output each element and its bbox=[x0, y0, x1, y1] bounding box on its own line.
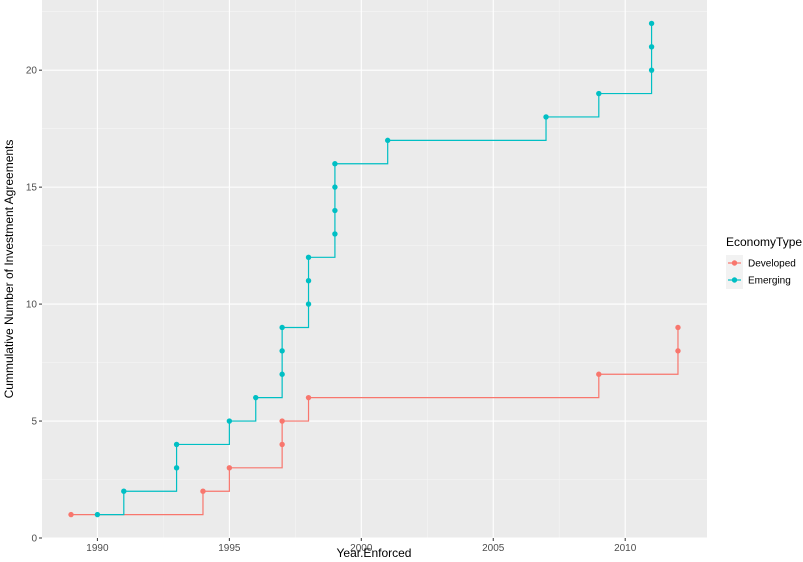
data-point-developed bbox=[305, 394, 312, 401]
data-point-emerging bbox=[305, 301, 312, 307]
data-point-emerging bbox=[305, 277, 312, 284]
data-point-emerging bbox=[648, 67, 655, 73]
legend-label-developed: Developed bbox=[748, 259, 796, 270]
data-point-developed bbox=[596, 371, 602, 377]
x-axis: 1990 1995 2000 2005 2010 bbox=[86, 538, 637, 554]
data-point-emerging bbox=[253, 394, 259, 401]
data-point-emerging bbox=[648, 20, 655, 27]
legend-key-point bbox=[731, 260, 738, 266]
data-point-emerging bbox=[332, 184, 338, 190]
legend-items: Developed Emerging bbox=[726, 255, 796, 289]
y-tick-label: 10 bbox=[26, 300, 38, 311]
y-axis: 0 5 10 15 20 bbox=[26, 66, 42, 545]
data-point-emerging bbox=[279, 324, 285, 331]
data-point-emerging bbox=[543, 114, 549, 120]
x-tick-label: 1990 bbox=[86, 543, 109, 554]
y-axis-title: Cummulative Number of Investment Agreeme… bbox=[2, 140, 16, 399]
data-point-emerging bbox=[332, 207, 338, 214]
panel-background bbox=[42, 0, 707, 538]
data-point-developed bbox=[279, 418, 285, 424]
data-point-developed bbox=[68, 511, 74, 518]
y-tick-label: 15 bbox=[26, 183, 38, 194]
data-point-developed bbox=[279, 441, 285, 448]
grid-major bbox=[42, 0, 707, 539]
legend-key-point bbox=[731, 277, 738, 283]
x-tick-label: 2000 bbox=[350, 543, 373, 554]
y-tick-label: 5 bbox=[31, 417, 37, 428]
legend: EconomyType Developed Emerging bbox=[726, 235, 802, 289]
data-point-emerging bbox=[332, 161, 338, 167]
data-point-developed bbox=[226, 465, 233, 471]
data-point-emerging bbox=[173, 441, 180, 448]
data-point-emerging bbox=[173, 465, 180, 471]
data-point-developed bbox=[675, 324, 681, 331]
data-point-emerging bbox=[384, 137, 391, 144]
data-point-emerging bbox=[279, 348, 285, 354]
legend-label-emerging: Emerging bbox=[748, 276, 791, 287]
data-point-developed bbox=[200, 488, 206, 494]
data-point-emerging bbox=[226, 418, 233, 424]
data-point-emerging bbox=[279, 371, 285, 377]
series-points bbox=[68, 20, 681, 518]
legend-title: EconomyType bbox=[726, 235, 802, 249]
y-tick-label: 0 bbox=[31, 534, 37, 545]
grid-minor bbox=[42, 0, 707, 538]
x-tick-label: 2010 bbox=[614, 543, 637, 554]
data-point-emerging bbox=[596, 90, 602, 97]
x-axis-title: Year.Enforced bbox=[337, 546, 412, 560]
data-point-emerging bbox=[648, 44, 655, 50]
x-tick-label: 1995 bbox=[218, 543, 241, 554]
y-tick-label: 20 bbox=[26, 66, 38, 77]
x-tick-label: 2005 bbox=[482, 543, 505, 554]
data-point-developed bbox=[675, 348, 681, 354]
data-point-emerging bbox=[121, 488, 127, 494]
data-point-emerging bbox=[332, 231, 338, 237]
data-point-emerging bbox=[305, 254, 312, 261]
data-point-emerging bbox=[94, 511, 101, 518]
